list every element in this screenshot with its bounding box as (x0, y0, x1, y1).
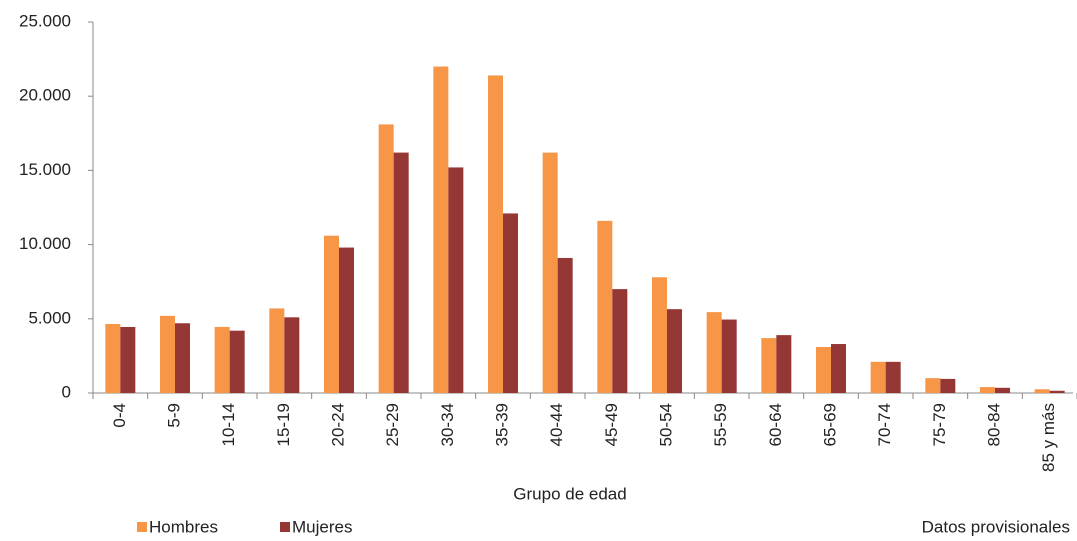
x-tick-label: 0-4 (110, 403, 129, 428)
x-tick-label: 5-9 (164, 403, 183, 428)
x-tick-label: 80-84 (984, 403, 1003, 446)
bar (612, 289, 628, 393)
bar (284, 317, 300, 393)
x-tick-label: 20-24 (328, 403, 347, 446)
y-tick-label: 0 (62, 382, 71, 401)
x-tick-label: 25-29 (383, 403, 402, 446)
x-tick-label: 40-44 (547, 403, 566, 446)
bar (503, 213, 518, 393)
x-tick-label: 50-54 (656, 403, 675, 446)
bar (940, 378, 956, 393)
legend-label: Hombres (149, 517, 218, 536)
bar (885, 361, 901, 393)
bar (667, 309, 682, 393)
y-tick-label: 10.000 (19, 234, 71, 253)
bar (597, 220, 613, 393)
bar (175, 323, 190, 393)
bar (776, 335, 792, 393)
bar (542, 152, 558, 393)
bar (160, 315, 175, 393)
bar (870, 361, 886, 393)
bar (925, 378, 941, 393)
y-tick-label: 15.000 (19, 160, 71, 179)
x-tick-label: 30-34 (438, 403, 457, 446)
bar (339, 247, 354, 393)
note: Datos provisionales (922, 517, 1070, 536)
x-tick-label: 70-74 (875, 403, 894, 446)
bar (995, 387, 1010, 393)
x-axis-title: Grupo de edad (513, 484, 626, 503)
bar (378, 124, 394, 394)
bar (816, 346, 831, 393)
bar (324, 235, 339, 393)
bar (488, 75, 503, 393)
y-tick-label: 25.000 (19, 11, 71, 30)
legend-label: Mujeres (292, 517, 352, 536)
bar (433, 66, 449, 394)
legend-swatch (137, 522, 147, 532)
legend-swatch (280, 522, 290, 532)
bar (1049, 390, 1065, 393)
x-tick-label: 55-59 (711, 403, 730, 446)
bar (105, 323, 121, 393)
bar (652, 277, 667, 393)
x-tick-label: 85 y más (1039, 403, 1058, 472)
bar (761, 338, 777, 393)
bar (831, 344, 846, 393)
bar (1034, 389, 1050, 393)
bar (393, 152, 409, 393)
x-tick-label: 15-19 (274, 403, 293, 446)
y-tick-label: 5.000 (28, 308, 71, 327)
x-tick-label: 75-79 (930, 403, 949, 446)
bar (980, 387, 995, 393)
bar (214, 326, 230, 393)
bar (706, 312, 722, 393)
bar (120, 326, 136, 393)
bar (557, 257, 573, 393)
bar (448, 167, 464, 393)
bar (721, 319, 737, 393)
x-tick-label: 45-49 (602, 403, 621, 446)
x-tick-label: 35-39 (492, 403, 511, 446)
x-tick-label: 65-69 (820, 403, 839, 446)
x-tick-label: 60-64 (766, 403, 785, 446)
bar (269, 308, 285, 393)
x-tick-label: 10-14 (219, 403, 238, 446)
y-tick-label: 20.000 (19, 86, 71, 105)
bar (229, 330, 245, 393)
